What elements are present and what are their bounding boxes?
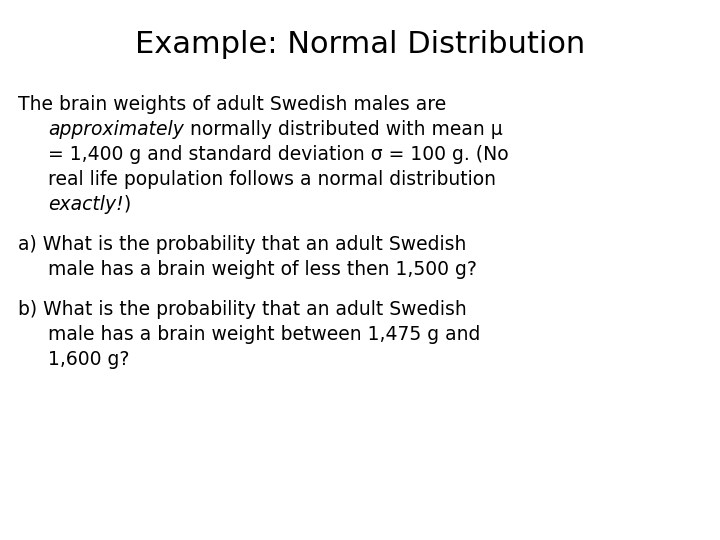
Text: approximately: approximately — [48, 120, 184, 139]
Text: normally distributed with mean μ: normally distributed with mean μ — [184, 120, 503, 139]
Text: 1,600 g?: 1,600 g? — [48, 350, 130, 369]
Text: = 1,400 g and standard deviation σ = 100 g. (No: = 1,400 g and standard deviation σ = 100… — [48, 145, 508, 164]
Text: exactly!: exactly! — [48, 195, 124, 214]
Text: real life population follows a normal distribution: real life population follows a normal di… — [48, 170, 496, 189]
Text: male has a brain weight between 1,475 g and: male has a brain weight between 1,475 g … — [48, 325, 480, 344]
Text: male has a brain weight of less then 1,500 g?: male has a brain weight of less then 1,5… — [48, 260, 477, 279]
Text: Example: Normal Distribution: Example: Normal Distribution — [135, 30, 585, 59]
Text: a) What is the probability that an adult Swedish: a) What is the probability that an adult… — [18, 235, 467, 254]
Text: b) What is the probability that an adult Swedish: b) What is the probability that an adult… — [18, 300, 467, 319]
Text: The brain weights of adult Swedish males are: The brain weights of adult Swedish males… — [18, 95, 446, 114]
Text: ): ) — [124, 195, 131, 214]
